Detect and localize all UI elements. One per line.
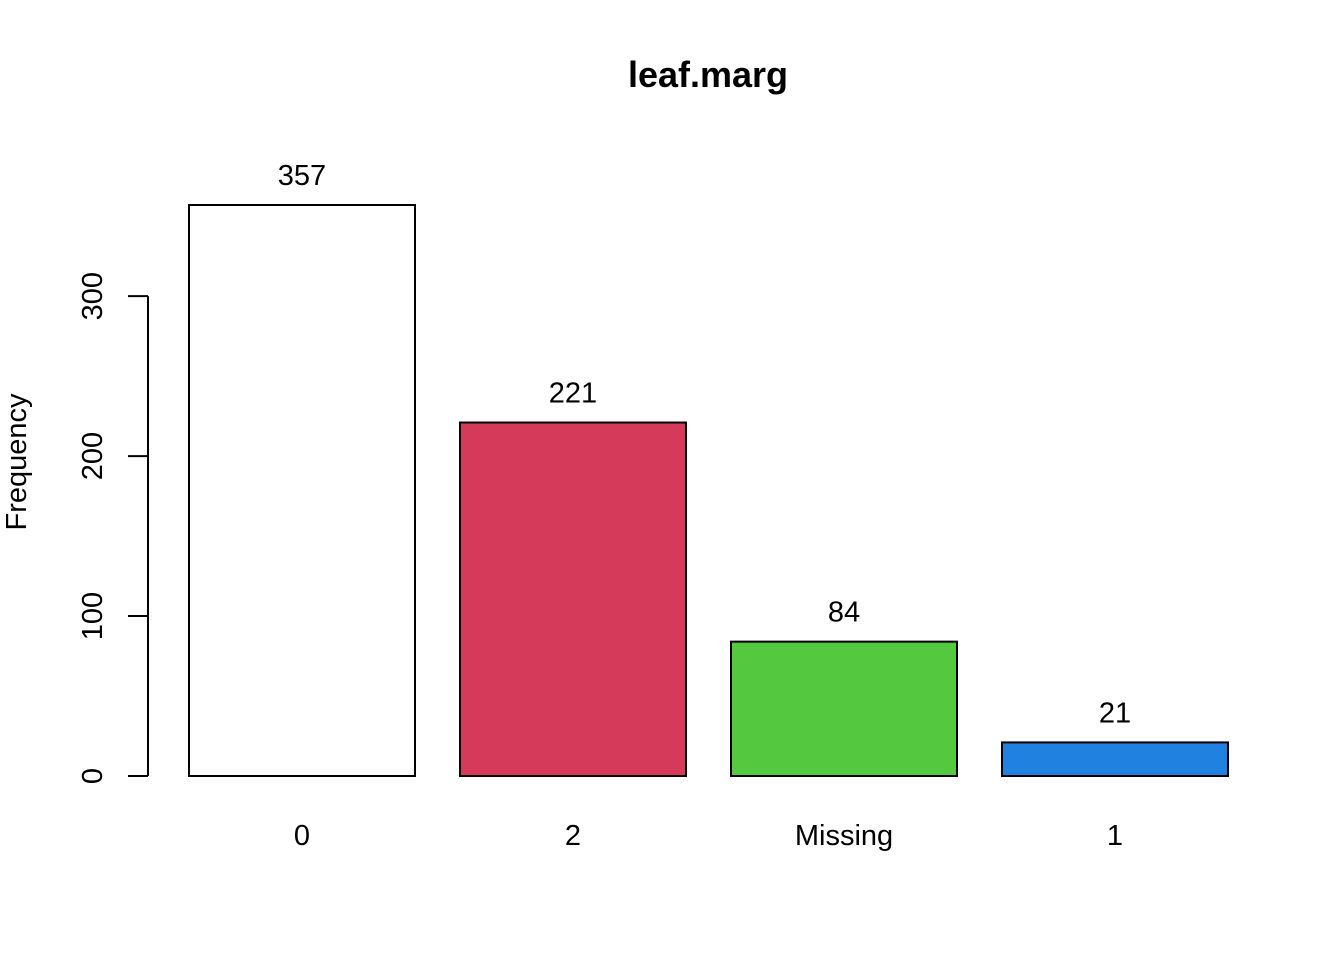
x-tick-label: 0 xyxy=(294,820,310,852)
y-tick-label: 200 xyxy=(77,432,109,480)
bar-value-label: 221 xyxy=(549,378,597,410)
bar xyxy=(188,204,416,777)
bar xyxy=(730,640,958,777)
y-axis-label: Frequency xyxy=(1,393,33,531)
bar-value-label: 84 xyxy=(828,597,860,629)
value-labels-group: 357 221 84 21 xyxy=(278,160,1131,729)
bar xyxy=(459,421,687,777)
y-tick-label: 100 xyxy=(77,592,109,640)
bar-value-label: 21 xyxy=(1099,697,1131,729)
x-tick-labels-group: 0 2 Missing 1 xyxy=(294,820,1123,852)
y-tick-label: 300 xyxy=(77,272,109,320)
x-tick-label: Missing xyxy=(795,820,893,852)
y-tick-label: 0 xyxy=(77,768,109,784)
x-tick-label: 2 xyxy=(565,820,581,852)
y-axis: 0 100 200 300 xyxy=(77,272,149,784)
x-tick-label: 1 xyxy=(1107,820,1123,852)
bars-group xyxy=(188,204,1229,777)
chart-title: leaf.marg xyxy=(628,54,788,95)
bar-value-label: 357 xyxy=(278,160,326,192)
bar xyxy=(1001,741,1229,777)
